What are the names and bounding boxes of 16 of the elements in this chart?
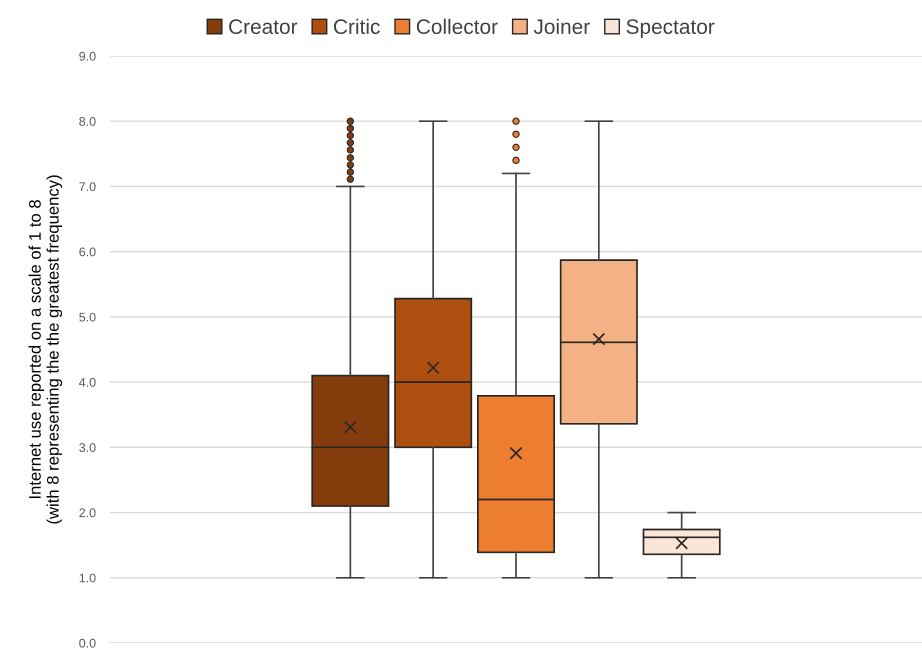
y-axis-title: Internet use reported on a scale of 1 to 8 (with 8 representing the the greatest frequency) xyxy=(28,175,62,524)
y-tick-label: 0.0 xyxy=(79,638,96,648)
legend-label: Spectator xyxy=(626,19,714,38)
y-tick-label: 3.0 xyxy=(79,443,96,452)
y-tick-label: 4.0 xyxy=(79,378,96,387)
legend-label: Creator xyxy=(229,19,298,34)
legend-label: Critic xyxy=(334,18,380,34)
y-tick-label: 2.0 xyxy=(79,508,96,518)
legend-label: Joiner xyxy=(534,18,590,34)
y-tick-label: 5.0 xyxy=(79,312,96,322)
y-tick-label: 7.0 xyxy=(79,182,96,192)
legend-label: Collector xyxy=(416,18,498,34)
y-tick-label: 6.0 xyxy=(79,247,96,256)
y-tick-label: 9.0 xyxy=(79,52,96,61)
y-tick-label: 8.0 xyxy=(79,117,96,126)
y-tick-label: 1.0 xyxy=(80,574,96,582)
